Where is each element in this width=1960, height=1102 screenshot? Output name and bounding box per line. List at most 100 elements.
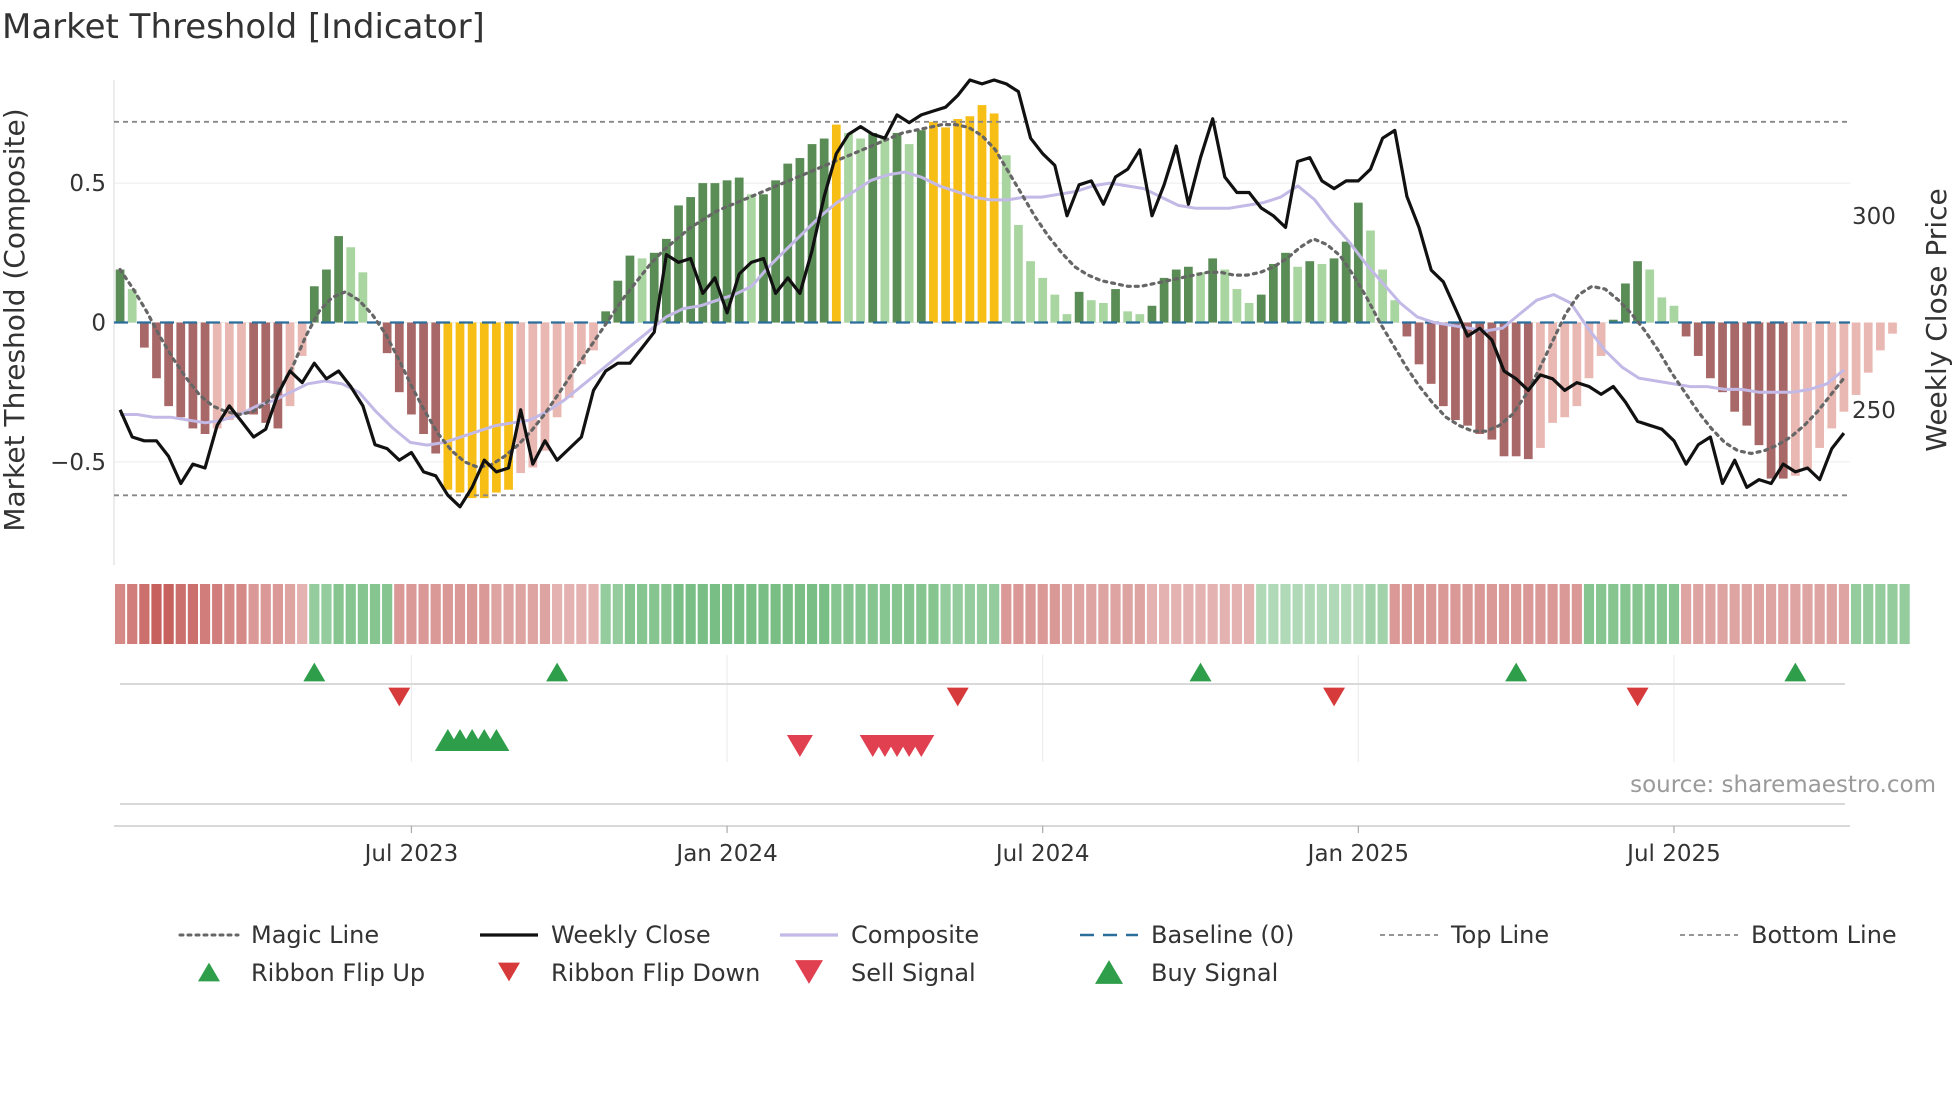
composite-bar: [1863, 322, 1873, 373]
composite-bar: [795, 158, 805, 323]
composite-bar: [212, 322, 222, 429]
signal-rows: [120, 655, 1845, 805]
composite-bar: [322, 269, 331, 323]
ribbon-cell: [139, 584, 150, 644]
ribbon-cell: [1571, 584, 1582, 644]
ribbon-cell: [1450, 584, 1461, 644]
sell-signal-marker: [908, 734, 935, 758]
ribbon-cell: [309, 584, 320, 644]
composite-bar: [467, 322, 477, 499]
ribbon-cell: [1717, 584, 1728, 644]
ribbon-cell: [879, 584, 890, 644]
composite-bar: [783, 163, 793, 323]
composite-bar: [552, 322, 562, 418]
composite-bar: [746, 194, 756, 323]
ribbon-cell: [636, 584, 648, 644]
composite-bar: [904, 144, 914, 323]
ribbon-cell: [345, 584, 356, 644]
ribbon-cell: [1814, 584, 1825, 644]
legend-swatch: [198, 962, 220, 982]
ribbon-cell: [479, 584, 490, 644]
composite-bar: [661, 238, 671, 323]
ribbon-cell: [867, 584, 878, 644]
composite-bar: [139, 322, 149, 348]
ribbon-cell: [199, 584, 211, 644]
ribbon-cell: [709, 584, 721, 644]
composite-bar: [455, 322, 465, 493]
ribbon-cell: [831, 584, 842, 644]
composite-bar: [831, 124, 841, 323]
ribbon-cell: [564, 584, 575, 644]
composite-bar: [1827, 322, 1837, 429]
ribbon-cell: [163, 584, 174, 644]
ribbon-cell: [442, 584, 453, 644]
composite-bar: [1086, 300, 1096, 323]
ribbon-cell: [721, 584, 733, 644]
ribbon-cell: [467, 584, 478, 644]
ribbon-cell: [151, 584, 162, 644]
legend-item: Top Line: [1380, 921, 1549, 949]
composite-bar: [1123, 311, 1133, 323]
composite-bar: [771, 180, 780, 323]
ribbon-cell: [1632, 584, 1643, 644]
composite-bar: [346, 247, 356, 323]
ribbon-flip-up-marker: [303, 662, 326, 682]
ribbon-cell: [1243, 584, 1255, 644]
ribbon-cell: [224, 584, 235, 644]
ribbon-cell: [1183, 584, 1194, 644]
ribbon-cell: [1025, 584, 1036, 644]
ribbon-cell: [1474, 584, 1485, 644]
composite-bar: [1232, 289, 1242, 323]
left-y-axis: 0.5 0 −0.5: [50, 171, 106, 476]
composite-bar: [1402, 322, 1412, 337]
ribbon-cell: [1729, 584, 1740, 644]
ribbon-cell: [1207, 584, 1218, 644]
ribbon-cell: [406, 584, 417, 644]
composite-bar: [1888, 322, 1897, 334]
ribbon-cell: [1535, 584, 1546, 644]
composite-bar: [880, 138, 890, 323]
composite-bar: [358, 272, 368, 323]
ribbon-cell: [1292, 584, 1303, 644]
composite-bar: [297, 322, 307, 356]
composite-bar: [1305, 261, 1315, 323]
ribbon-flip-up-marker: [1784, 662, 1807, 682]
ribbon-cell: [369, 584, 381, 644]
composite-bar: [1208, 258, 1218, 323]
composite-bar: [1669, 305, 1679, 323]
legend-item: Magic Line: [178, 921, 379, 949]
composite-bar: [649, 252, 659, 323]
composite-bar: [844, 132, 853, 323]
ribbon-cell: [1074, 584, 1085, 644]
ribbon-cell: [600, 584, 611, 644]
ribbon-cell: [952, 584, 963, 644]
composite-bar: [540, 322, 550, 451]
composite-bar: [722, 180, 732, 323]
legend-item: Ribbon Flip Up: [198, 959, 425, 987]
composite-bar: [1390, 300, 1400, 323]
composite-bar: [710, 183, 720, 323]
magic-line: [118, 122, 1846, 470]
ribbon-cell: [1353, 584, 1364, 644]
x-tick-label: Jul 2024: [994, 841, 1090, 867]
legend-item: Weekly Close: [480, 921, 711, 949]
composite-bar: [152, 322, 161, 379]
composite-bar: [224, 322, 234, 421]
composite-bar: [977, 105, 987, 323]
legend-label: Ribbon Flip Up: [251, 959, 425, 987]
composite-bar: [419, 322, 428, 434]
composite-bar: [1499, 322, 1509, 457]
composite-bar: [1548, 322, 1557, 423]
ribbon-cell: [454, 584, 466, 644]
ribbon-cell: [1134, 584, 1145, 644]
composite-bar: [528, 322, 538, 468]
ribbon-cell: [916, 584, 927, 644]
composite-bar: [1293, 266, 1303, 323]
ribbon-cell: [321, 584, 332, 644]
ribbon-cell: [1559, 584, 1570, 644]
legend-label: Sell Signal: [851, 959, 976, 987]
ribbon-cell: [1693, 584, 1704, 644]
composite-bar: [1014, 224, 1023, 323]
composite-bar: [1244, 302, 1254, 323]
ribbon-cell: [1887, 584, 1898, 644]
